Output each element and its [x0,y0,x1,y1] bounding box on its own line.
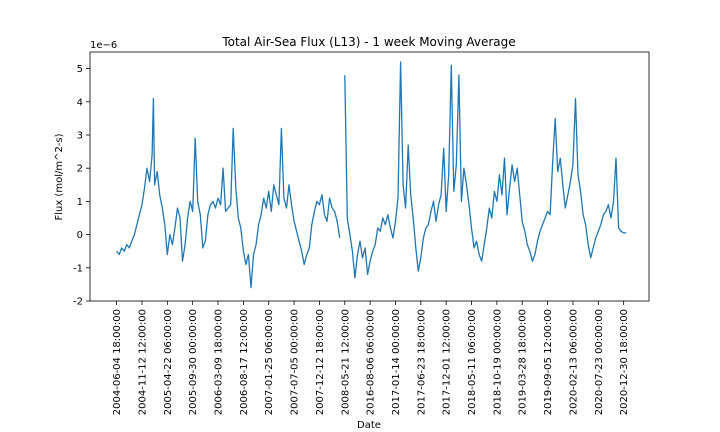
y-offset-label: 1e−6 [90,40,117,51]
x-tick-label: 2004-11-12 12:00:00 [137,309,148,415]
x-tick-label: 2020-07-23 00:00:00 [594,309,605,415]
y-axis-label: Flux (mol/m^2-s) [54,133,65,220]
x-tick-label: 2017-01-14 00:00:00 [391,309,402,415]
x-tick-label: 2004-06-04 18:00:00 [112,309,123,415]
x-tick-label: 2006-03-09 18:00:00 [214,309,225,415]
x-tick-label: 2017-12-01 12:00:00 [442,309,453,415]
y-tick-label: 5 [77,64,83,75]
x-axis-ticks: 2004-06-04 18:00:00 2004-11-12 12:00:00 20… [112,301,630,415]
x-tick-label: 2006-08-17 12:00:00 [239,309,250,415]
x-tick-label: 2005-09-30 00:00:00 [188,309,199,415]
y-tick-label: -1 [73,263,83,274]
x-tick-label: 2020-02-13 06:00:00 [568,309,579,415]
y-tick-label: 3 [77,131,83,142]
x-tick-label: 2007-01-25 06:00:00 [264,309,275,415]
x-tick-label: 2020-12-30 18:00:00 [619,309,630,415]
y-tick-label: -2 [73,297,83,308]
x-tick-label: 2019-09-05 12:00:00 [543,309,554,415]
x-tick-label: 2005-04-22 06:00:00 [163,309,174,415]
y-axis-ticks: -2 -1 0 1 2 3 4 5 [73,64,90,308]
x-tick-label: 2007-12-12 18:00:00 [315,309,326,415]
x-tick-label: 2007-07-05 00:00:00 [290,309,301,415]
y-tick-label: 4 [77,97,83,108]
x-tick-label: 2019-03-28 18:00:00 [518,309,529,415]
y-tick-label: 0 [77,230,83,241]
x-axis-label: Date [357,420,381,431]
x-tick-label: 2017-06-23 18:00:00 [416,309,427,415]
x-tick-label: 2008-05-21 12:00:00 [340,309,351,415]
flux-series-line-2 [344,61,627,279]
series-lines [116,61,627,289]
y-tick-label: 1 [77,197,83,208]
x-tick-label: 2018-05-11 06:00:00 [467,309,478,415]
y-tick-label: 2 [77,164,83,175]
plot-frame [89,51,650,302]
chart-title: Total Air-Sea Flux (L13) - 1 week Moving… [221,35,515,49]
x-tick-label: 2018-10-19 00:00:00 [492,309,503,415]
flux-series-line-1 [116,97,341,289]
x-tick-label: 2016-08-06 06:00:00 [366,309,377,415]
